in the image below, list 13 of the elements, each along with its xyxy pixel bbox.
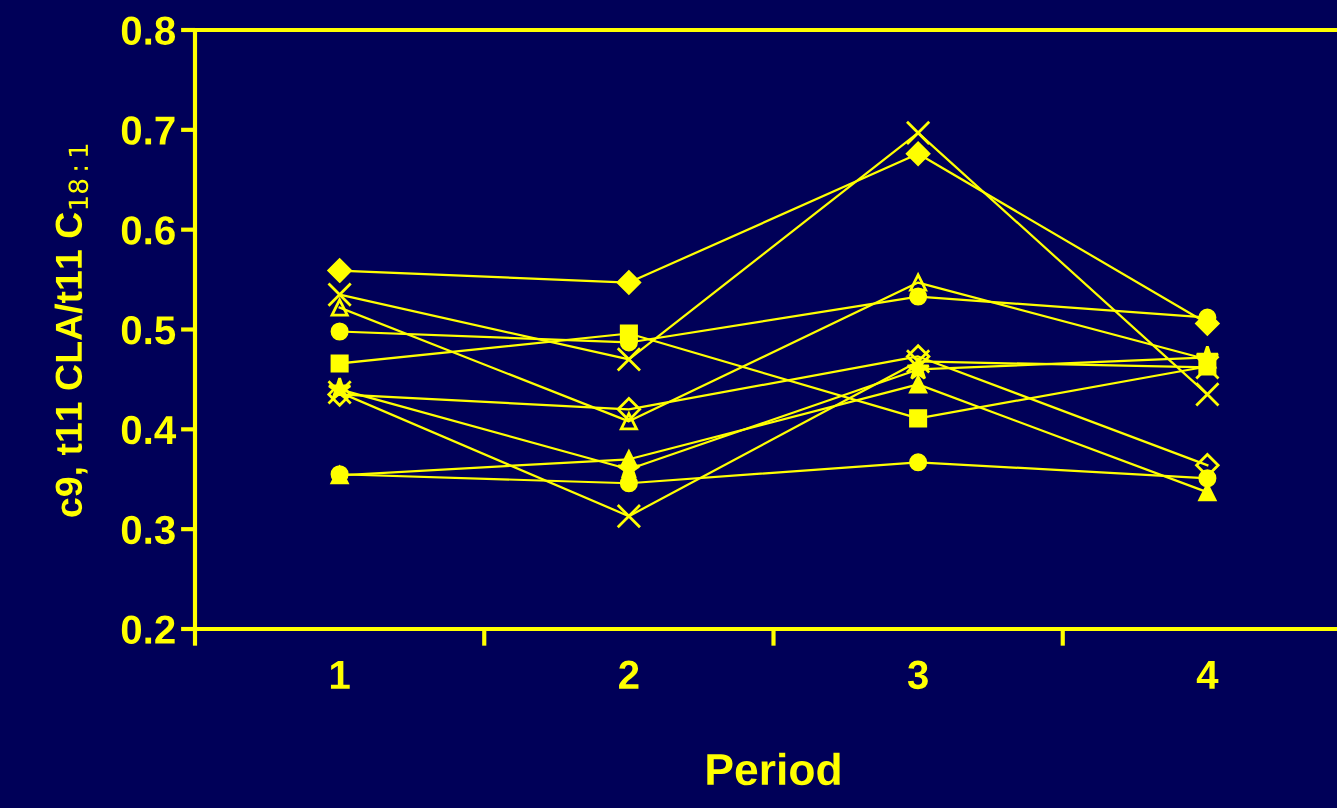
- x-axis-title: Period: [707, 752, 840, 786]
- y-tick-label: 0.6: [121, 216, 175, 245]
- x-tick-label: 1: [330, 661, 350, 689]
- y-tick-label: 0.2: [121, 615, 175, 644]
- y-axis-title: c9, t11 CLA/t11 C$_{18:1}$: [54, 144, 89, 517]
- x-tick-label: 4: [1196, 661, 1219, 689]
- x-tick-label: 3: [907, 660, 928, 690]
- y-tick-label: 0.3: [121, 515, 175, 545]
- x-tick-label: 2: [619, 660, 639, 689]
- y-tick-label: 0.4: [121, 415, 177, 445]
- y-tick-label: 0.8: [121, 16, 176, 45]
- y-tick-label: 0.7: [121, 116, 175, 145]
- y-tick-label: 0.5: [121, 315, 176, 345]
